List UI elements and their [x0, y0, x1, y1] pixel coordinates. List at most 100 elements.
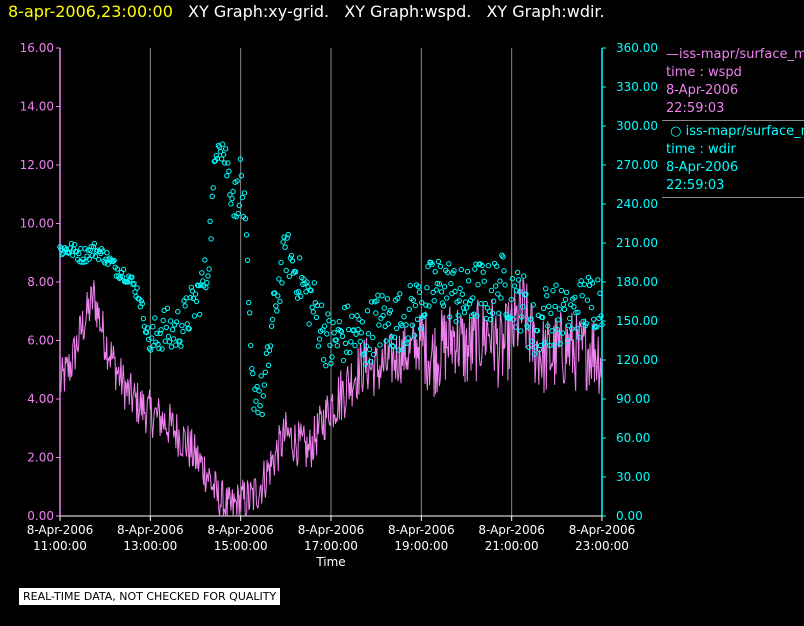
wdir-point — [357, 338, 363, 345]
line-marker-icon: — — [666, 47, 679, 62]
wdir-point — [145, 336, 152, 343]
wdir-point — [517, 289, 523, 295]
wdir-point — [324, 331, 330, 337]
wdir-point — [163, 324, 170, 330]
wdir-point — [195, 282, 202, 289]
wdir-point — [589, 280, 596, 286]
wdir-point — [588, 304, 595, 311]
wdir-point — [415, 284, 422, 290]
right-tick-label: 210.00 — [616, 236, 658, 250]
wdir-point — [497, 278, 503, 284]
wdir-point — [356, 316, 362, 322]
wdir-point — [86, 256, 92, 262]
wdir-point — [485, 262, 492, 269]
wdir-point — [325, 311, 331, 317]
wdir-point — [406, 306, 412, 312]
title-graph-xy-grid[interactable]: XY Graph:xy-grid. — [188, 2, 330, 21]
legend: —iss-mapr/surface_m time : wspd 8-Apr-20… — [662, 46, 804, 200]
wdir-point — [417, 326, 424, 332]
wdir-point — [525, 324, 531, 330]
wdir-point — [546, 303, 552, 309]
wdir-point — [540, 305, 547, 311]
wdir-point — [222, 160, 228, 166]
wdir-point — [561, 306, 568, 312]
wdir-point — [187, 295, 194, 301]
legend-entry-wdir[interactable]: ○ iss-mapr/surface_m time : wdir 8-Apr-2… — [662, 123, 804, 198]
title-graph-wspd[interactable]: XY Graph:wspd. — [344, 2, 472, 21]
wdir-point — [248, 342, 254, 349]
wdir-point — [403, 322, 409, 328]
left-tick-label: 8.00 — [27, 275, 54, 289]
wdir-point — [278, 259, 284, 266]
wdir-point — [277, 298, 283, 305]
wdir-point — [515, 277, 522, 283]
wdir-point — [242, 216, 249, 222]
wdir-point — [220, 151, 227, 158]
wdir-point — [218, 156, 225, 162]
wdir-point — [470, 295, 476, 301]
wdir-point — [487, 316, 494, 323]
wdir-point — [390, 343, 397, 350]
wdir-point — [495, 291, 501, 297]
wdir-point — [213, 153, 220, 159]
wdir-point — [263, 350, 270, 356]
wdir-point — [203, 284, 209, 291]
x-tick-time-label: 21:00:00 — [485, 539, 539, 553]
wdir-point — [138, 298, 145, 304]
wdir-point — [199, 270, 205, 276]
wdir-point — [134, 285, 140, 291]
wdir-point — [253, 398, 259, 404]
wdir-point — [563, 289, 570, 296]
wdir-point — [581, 281, 587, 288]
wdir-point — [431, 298, 437, 304]
series-wspd — [59, 278, 603, 518]
wdir-point — [539, 314, 546, 321]
wdir-point — [448, 280, 454, 287]
wdir-point — [210, 185, 216, 191]
wdir-point — [520, 304, 526, 310]
wdir-point — [250, 370, 256, 377]
wdir-point — [283, 267, 289, 274]
title-graph-wdir[interactable]: XY Graph:wdir. — [486, 2, 605, 21]
wdir-point — [310, 309, 316, 315]
wdir-point — [347, 349, 353, 356]
wdir-point — [364, 308, 371, 314]
wdir-point — [377, 342, 383, 348]
wdir-point — [191, 313, 198, 319]
wdir-point — [223, 146, 229, 152]
wdir-point — [464, 268, 471, 275]
wdir-point — [401, 314, 407, 320]
wdir-point — [144, 325, 151, 331]
wdir-point — [82, 246, 88, 252]
x-tick-date-label: 8-Apr-2006 — [388, 523, 455, 537]
wdir-point — [71, 241, 78, 248]
wdir-point — [573, 310, 579, 316]
wdir-point — [424, 285, 430, 291]
wdir-point — [87, 247, 93, 254]
wdir-point — [59, 251, 65, 258]
legend-wspd-date: 8-Apr-2006 — [666, 83, 739, 98]
legend-entry-wspd[interactable]: —iss-mapr/surface_m time : wspd 8-Apr-20… — [662, 46, 804, 121]
wdir-point — [404, 340, 410, 346]
wdir-point — [388, 334, 395, 340]
wdir-point — [157, 330, 163, 336]
wdir-point — [537, 342, 544, 349]
wdir-point — [330, 319, 336, 326]
wdir-point — [595, 277, 601, 283]
left-tick-label: 16.00 — [20, 41, 54, 55]
wdir-point — [562, 296, 569, 303]
wdir-point — [254, 383, 260, 390]
wdir-point — [439, 300, 446, 306]
wdir-point — [169, 327, 176, 333]
wdir-point — [355, 326, 361, 333]
wdir-point — [410, 297, 416, 303]
wdir-point — [120, 266, 127, 273]
wdir-point — [397, 291, 403, 297]
wdir-point — [409, 322, 415, 328]
legend-wdir-date: 8-Apr-2006 — [666, 160, 739, 175]
wdir-point — [243, 232, 250, 238]
x-tick-time-label: 17:00:00 — [304, 539, 358, 553]
wdir-point — [149, 335, 155, 341]
wdir-point — [68, 240, 75, 247]
right-tick-label: 0.00 — [616, 509, 643, 523]
